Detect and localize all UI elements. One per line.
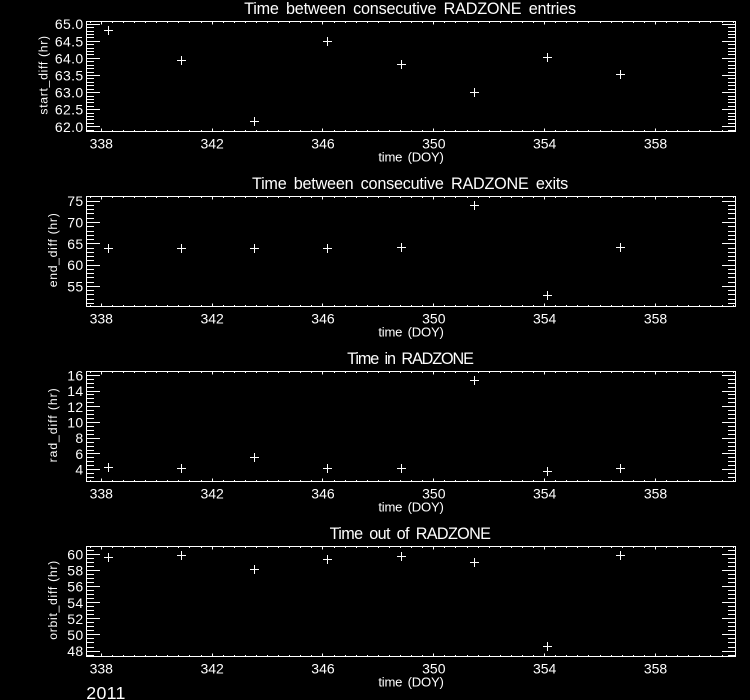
- svg-text:end_diff (hr): end_diff (hr): [46, 213, 60, 288]
- svg-text:56: 56: [67, 579, 83, 595]
- svg-text:time (DOY): time (DOY): [378, 150, 443, 165]
- svg-text:time (DOY): time (DOY): [378, 500, 443, 515]
- svg-text:354: 354: [533, 136, 557, 152]
- svg-text:60: 60: [67, 257, 83, 273]
- svg-text:342: 342: [200, 486, 224, 502]
- svg-text:350: 350: [422, 661, 446, 677]
- svg-text:354: 354: [533, 311, 557, 327]
- svg-text:350: 350: [422, 311, 446, 327]
- svg-text:346: 346: [311, 486, 335, 502]
- svg-text:350: 350: [422, 486, 446, 502]
- svg-text:Time between consecutive RADZO: Time between consecutive RADZONE exits: [252, 175, 568, 193]
- svg-text:338: 338: [90, 311, 114, 327]
- svg-text:10: 10: [67, 414, 83, 430]
- svg-text:50: 50: [67, 627, 83, 643]
- svg-text:346: 346: [311, 661, 335, 677]
- svg-text:6: 6: [75, 446, 83, 462]
- svg-text:342: 342: [200, 136, 224, 152]
- svg-text:55: 55: [67, 278, 83, 294]
- svg-text:12: 12: [67, 399, 83, 415]
- svg-text:342: 342: [200, 311, 224, 327]
- svg-text:8: 8: [75, 430, 83, 446]
- svg-text:65: 65: [67, 236, 83, 252]
- svg-text:338: 338: [90, 136, 114, 152]
- svg-text:65.0: 65.0: [55, 16, 84, 32]
- svg-text:358: 358: [644, 661, 668, 677]
- svg-text:63.0: 63.0: [55, 85, 84, 101]
- svg-text:time (DOY): time (DOY): [378, 675, 443, 690]
- svg-text:342: 342: [200, 661, 224, 677]
- svg-text:354: 354: [533, 486, 557, 502]
- svg-text:Time in RADZONE: Time in RADZONE: [347, 350, 474, 368]
- svg-text:354: 354: [533, 661, 557, 677]
- svg-text:4: 4: [75, 462, 83, 478]
- svg-text:60: 60: [67, 547, 83, 563]
- svg-text:52: 52: [67, 611, 83, 627]
- svg-text:70: 70: [67, 215, 83, 231]
- svg-text:346: 346: [311, 311, 335, 327]
- svg-text:64.0: 64.0: [55, 50, 84, 66]
- svg-text:rad_diff (hr): rad_diff (hr): [46, 387, 60, 462]
- svg-text:Time out of RADZONE: Time out of RADZONE: [330, 525, 492, 543]
- svg-text:63.5: 63.5: [55, 68, 84, 84]
- svg-text:346: 346: [311, 136, 335, 152]
- svg-text:358: 358: [644, 486, 668, 502]
- svg-text:orbit_diff (hr): orbit_diff (hr): [46, 560, 60, 640]
- svg-text:48: 48: [67, 643, 83, 659]
- svg-text:358: 358: [644, 136, 668, 152]
- svg-text:start_diff (hr): start_diff (hr): [36, 35, 50, 114]
- svg-text:time (DOY): time (DOY): [378, 325, 443, 340]
- svg-text:16: 16: [67, 367, 83, 383]
- svg-text:64.5: 64.5: [55, 33, 84, 49]
- svg-text:62.5: 62.5: [55, 102, 84, 118]
- svg-text:338: 338: [90, 486, 114, 502]
- svg-text:358: 358: [644, 311, 668, 327]
- svg-text:58: 58: [67, 563, 83, 579]
- svg-text:2011: 2011: [86, 683, 125, 700]
- svg-text:54: 54: [67, 595, 83, 611]
- svg-text:14: 14: [67, 383, 83, 399]
- svg-text:75: 75: [67, 193, 83, 209]
- svg-text:62.0: 62.0: [55, 119, 84, 135]
- svg-text:338: 338: [90, 661, 114, 677]
- svg-text:Time between consecutive RADZO: Time between consecutive RADZONE entries: [244, 0, 576, 18]
- svg-text:350: 350: [422, 136, 446, 152]
